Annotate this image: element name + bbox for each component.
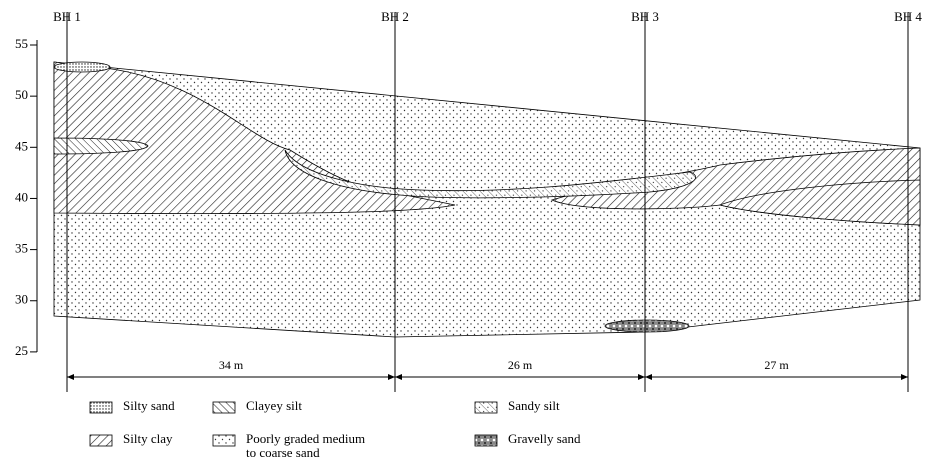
- boreholes: BH 1 BH 2 BH 3 BH 4: [53, 9, 922, 392]
- elevation-axis: 55 50 45 40 35 30 25: [15, 36, 38, 358]
- dim-label: 27 m: [764, 358, 789, 372]
- dimensions: 34 m 26 m 27 m: [67, 358, 908, 380]
- legend-swatch: [474, 434, 498, 447]
- tick-label: 25: [15, 343, 28, 358]
- borehole-label: BH 4: [894, 9, 922, 24]
- borehole-label: BH 1: [53, 9, 81, 24]
- legend-label: Clayey silt: [246, 398, 302, 413]
- legend-swatch: [89, 401, 113, 414]
- tick-label: 40: [15, 189, 28, 204]
- gravelly-sand: [604, 319, 690, 333]
- legend-swatch: [212, 434, 236, 447]
- tick-label: 30: [15, 292, 28, 307]
- legend-label: Gravelly sand: [508, 431, 581, 446]
- sandy-silt: [284, 149, 697, 199]
- legend-label: Sandy silt: [508, 398, 560, 413]
- silty-sand: [53, 61, 111, 73]
- legend-label: Poorly graded medium: [246, 431, 365, 446]
- dim-label: 34 m: [219, 358, 244, 372]
- legend-label: Silty clay: [123, 431, 173, 446]
- silty-clay-lens: [718, 179, 921, 226]
- legend-swatch: [212, 401, 236, 414]
- legend-label: Silty sand: [123, 398, 175, 413]
- tick-label: 45: [15, 138, 28, 153]
- tick-label: 35: [15, 241, 28, 256]
- legend-swatch: [89, 434, 113, 447]
- borehole-label: BH 2: [381, 9, 409, 24]
- legend-label: to coarse sand: [246, 445, 320, 460]
- layers: [53, 61, 921, 338]
- tick-label: 55: [15, 36, 28, 51]
- borehole-label: BH 3: [631, 9, 659, 24]
- legend-swatch: [474, 401, 498, 414]
- legend: Silty sand Clayey silt Sandy silt Silty cla…: [89, 398, 581, 460]
- clayey-silt: [53, 137, 149, 155]
- tick-label: 50: [15, 87, 28, 102]
- dim-label: 26 m: [508, 358, 533, 372]
